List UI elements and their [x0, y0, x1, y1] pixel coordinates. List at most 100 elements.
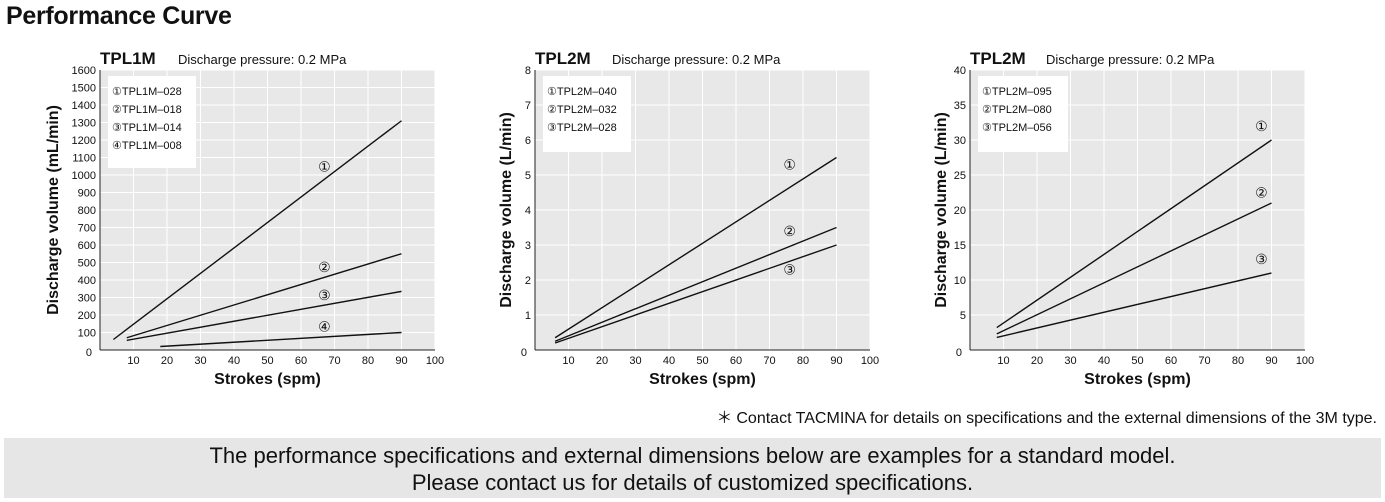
chart-tpl1m: 10 20 30 40 50 60 70 80 90 1000100200300400500600…: [45, 49, 444, 388]
series-marker-label: ③: [783, 262, 796, 278]
asterisk-icon: ＊: [716, 410, 733, 427]
y-tick-label: 1300: [72, 118, 96, 130]
x-tick-label: 80: [797, 355, 809, 367]
x-tick-label: 30: [1064, 355, 1076, 367]
series-line: [126, 253, 402, 339]
chart-tpl2m-small: 10 20 30 40 50 60 70 80 90 100 0 1 2 3 4 5 6 7 8 Strokes (s…: [498, 49, 879, 388]
legend-entry: ①TPL2M–095: [982, 86, 1052, 98]
y-tick-label: 1500: [72, 83, 96, 95]
y-tick-label: 2: [525, 275, 531, 287]
y-tick-label: 1000: [72, 170, 96, 182]
y-tick-label: 0: [521, 347, 527, 359]
x-tick-label: 100: [426, 355, 444, 367]
series-line: [996, 202, 1272, 335]
chart-title: TPL1M: [100, 49, 156, 68]
legend-entry: ②TPL2M–080: [982, 104, 1052, 116]
y-tick-label: 25: [954, 170, 966, 182]
series-line: [112, 120, 402, 341]
y-tick-label: 300: [78, 293, 96, 305]
x-tick-label: 70: [763, 355, 775, 367]
legend-box: [543, 76, 631, 152]
x-axis-label: Strokes (spm): [214, 371, 321, 388]
series-marker-label: ①: [783, 157, 796, 173]
x-tick-label: 50: [1131, 355, 1143, 367]
banner-line-1: The performance specifications and exter…: [209, 443, 1176, 468]
footnote: ＊ Contact TACMINA for details on specific…: [716, 404, 1377, 428]
x-tick-label: 40: [1098, 355, 1110, 367]
x-tick-label: 30: [629, 355, 641, 367]
series-marker-label: ①: [318, 158, 331, 174]
y-tick-label: 1600: [72, 65, 96, 77]
y-tick-label: 20: [954, 205, 966, 217]
y-tick-label: 1200: [72, 135, 96, 147]
x-tick-label: 80: [1232, 355, 1244, 367]
x-tick-label: 60: [1165, 355, 1177, 367]
y-tick-label: 3: [525, 240, 531, 252]
y-tick-label: 15: [954, 240, 966, 252]
series-marker-label: ①: [1255, 118, 1268, 134]
chart-subtitle: Discharge pressure: 0.2 MPa: [612, 52, 781, 67]
y-axis-label: Discharge volume (L/min): [498, 112, 515, 308]
y-tick-label: 4: [525, 205, 531, 217]
y-axis-label: Discharge volume (L/min): [933, 112, 950, 308]
legend-box: [978, 76, 1068, 152]
notice-banner: The performance specifications and exter…: [4, 438, 1381, 498]
x-tick-label: 10: [562, 355, 574, 367]
x-tick-label: 50: [696, 355, 708, 367]
x-tick-label: 100: [1296, 355, 1314, 367]
legend-entry: ①TPL1M–028: [112, 86, 182, 98]
y-tick-label: 100: [78, 328, 96, 340]
y-tick-label: 1400: [72, 100, 96, 112]
x-tick-label: 40: [663, 355, 675, 367]
y-tick-label: 200: [78, 310, 96, 322]
series-line: [996, 272, 1272, 339]
legend-entry: ④TPL1M–008: [112, 140, 182, 152]
chart-title: TPL2M: [535, 49, 591, 68]
y-tick-label: 35: [954, 100, 966, 112]
y-tick-label: 10: [954, 275, 966, 287]
x-tick-label: 90: [1265, 355, 1277, 367]
y-tick-label: 0: [86, 347, 92, 359]
x-tick-label: 20: [596, 355, 608, 367]
y-tick-label: 800: [78, 205, 96, 217]
y-tick-label: 30: [954, 135, 966, 147]
x-tick-label: 90: [830, 355, 842, 367]
y-tick-label: 5: [960, 310, 966, 322]
footnote-text: Contact TACMINA for details on specifica…: [736, 410, 1377, 427]
y-tick-label: 0: [956, 347, 962, 359]
chart-title: TPL2M: [970, 49, 1026, 68]
legend-entry: ③TPL1M–014: [112, 122, 182, 134]
series-line: [554, 244, 837, 344]
legend-box: [108, 76, 196, 168]
banner-line-2: Please contact us for details of customi…: [411, 470, 974, 495]
x-tick-label: 70: [1198, 355, 1210, 367]
legend-entry: ①TPL2M–040: [547, 86, 617, 98]
x-tick-label: 10: [997, 355, 1009, 367]
y-tick-label: 5: [525, 170, 531, 182]
x-tick-label: 60: [295, 355, 307, 367]
y-tick-label: 700: [78, 223, 96, 235]
x-tick-label: 80: [362, 355, 374, 367]
series-line: [554, 226, 837, 342]
series-marker-label: ②: [783, 223, 796, 239]
chart-subtitle: Discharge pressure: 0.2 MPa: [178, 52, 347, 67]
y-axis-label: Discharge volume (mL/min): [45, 105, 62, 315]
y-tick-label: 400: [78, 275, 96, 287]
x-tick-label: 30: [194, 355, 206, 367]
page-title: Performance Curve: [6, 2, 232, 30]
y-tick-label: 600: [78, 240, 96, 252]
x-tick-label: 10: [127, 355, 139, 367]
legend-entry: ③TPL2M–028: [547, 122, 617, 134]
x-tick-label: 90: [395, 355, 407, 367]
y-tick-label: 1: [525, 310, 531, 322]
series-marker-label: ④: [318, 318, 331, 334]
chart-tpl2m-large: 10 20 30 40 50 60 70 80 90 100 0 5 10 15 20 25 30 35 40 Str…: [933, 49, 1314, 388]
y-tick-label: 900: [78, 188, 96, 200]
y-tick-label: 7: [525, 100, 531, 112]
legend-entry: ②TPL1M–018: [112, 104, 182, 116]
y-tick-label: 6: [525, 135, 531, 147]
y-tick-label: 1100: [72, 153, 96, 165]
x-tick-label: 20: [161, 355, 173, 367]
x-axis-label: Strokes (spm): [1084, 371, 1191, 388]
x-tick-label: 70: [328, 355, 340, 367]
